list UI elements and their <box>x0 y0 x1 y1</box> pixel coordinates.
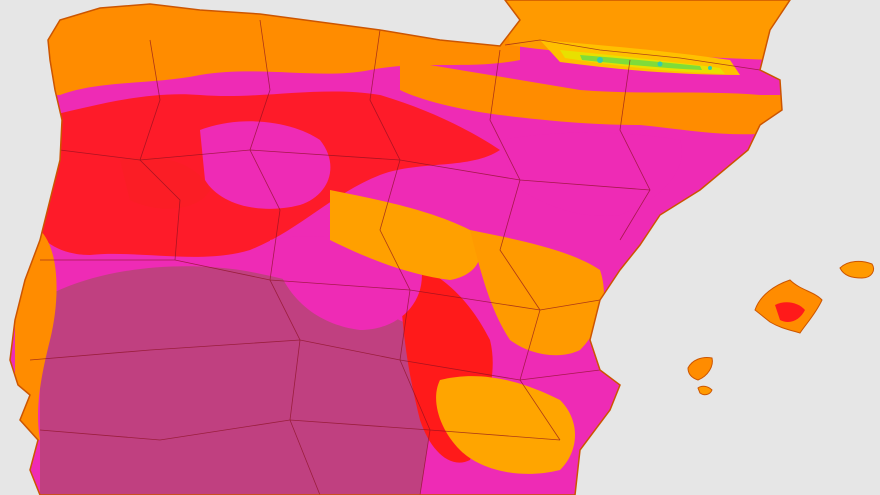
balearic-islands <box>687 260 875 396</box>
formentera <box>697 385 713 396</box>
band-ebro-valley <box>500 132 682 216</box>
coastline <box>9 0 791 495</box>
band-warm-west-coast <box>15 230 57 440</box>
band-warm-pyrenees-foot <box>400 60 790 135</box>
ibiza <box>687 357 713 381</box>
band-coldest-peak-3 <box>708 66 712 70</box>
band-coldest-peak-1 <box>597 57 603 63</box>
mallorca-interior <box>775 302 805 322</box>
band-coldest-peak-2 <box>657 61 663 67</box>
band-warm-central-range <box>330 190 481 280</box>
menorca <box>839 260 875 279</box>
band-warm-iberian-range <box>470 230 604 356</box>
band-cold-pyrenees <box>580 55 702 70</box>
band-plateau-north <box>200 121 331 209</box>
province-borders <box>29 19 761 495</box>
band-warm-southeast <box>436 376 575 474</box>
